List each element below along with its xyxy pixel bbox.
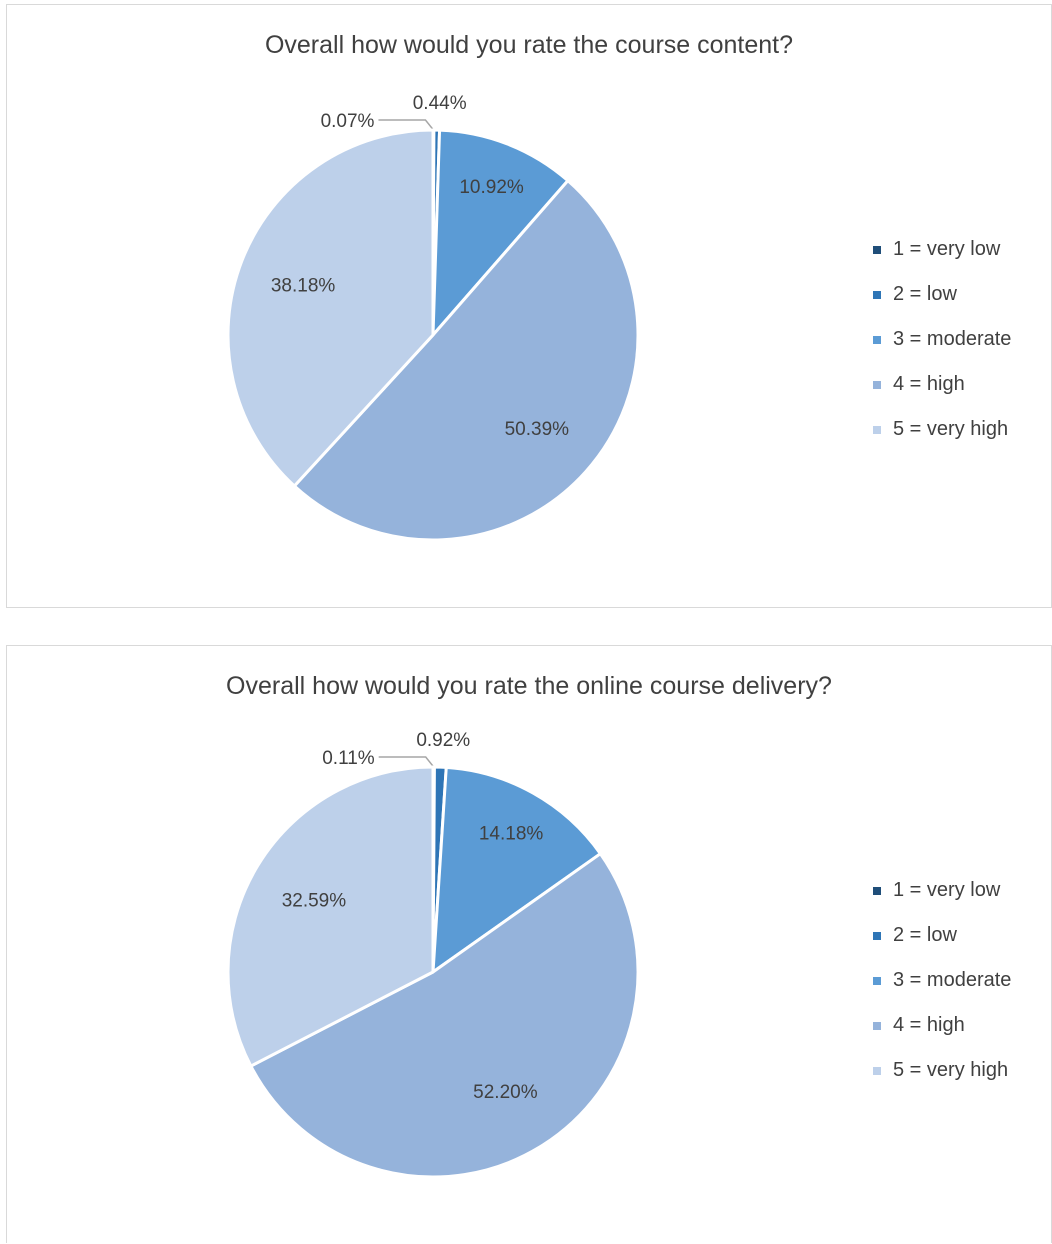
legend-label: 5 = very high [893, 418, 1009, 440]
legend-swatch [873, 1021, 881, 1030]
label-moderate: 14.18% [479, 823, 544, 844]
label-very-high: 38.18% [271, 275, 336, 296]
legend-item-high: 4 = high [873, 1003, 1011, 1048]
legend-label: 1 = very low [893, 238, 1001, 260]
legend-item-high: 4 = high [873, 362, 1011, 407]
slice-very-high [226, 765, 435, 1068]
slice-very-high [226, 128, 435, 488]
leader-line [378, 756, 435, 768]
label-low: 0.44% [413, 93, 467, 114]
legend-item-low: 2 = low [873, 272, 1011, 317]
legend-item-very-high: 5 = very high [873, 407, 1011, 452]
legend: 1 = very low 2 = low 3 = moderate 4 = hi… [873, 227, 1011, 452]
legend-item-low: 2 = low [873, 913, 1011, 958]
pie-chart-online-delivery: 0.11% 0.92% 14.18% 52.20% 32.59% [226, 730, 640, 1179]
legend-swatch [873, 976, 881, 985]
label-very-low: 0.11% [322, 748, 375, 769]
label-moderate: 10.92% [459, 177, 524, 198]
label-high: 52.20% [473, 1082, 538, 1103]
legend-label: 1 = very low [893, 879, 1001, 901]
chart-title: Overall how would you rate the course co… [264, 31, 794, 59]
chart-online-delivery: Overall how would you rate the online co… [6, 645, 1052, 1243]
legend-label: 2 = low [893, 924, 957, 946]
slice-moderate [431, 128, 570, 337]
slice-high [292, 179, 640, 542]
legend-swatch [873, 245, 881, 254]
chart-course-content: Overall how would you rate the course co… [6, 4, 1052, 608]
legend-label: 2 = low [893, 283, 957, 305]
legend-label: 3 = moderate [893, 969, 1012, 991]
legend-swatch [873, 380, 881, 389]
label-very-low: 0.07% [321, 111, 375, 132]
pie-chart-course-content: 0.07% 0.44% 10.92% 50.39% 38.18% [226, 93, 640, 542]
legend-swatch [873, 335, 881, 344]
label-low: 0.92% [416, 730, 470, 751]
legend-swatch [873, 425, 881, 434]
legend-item-very-low: 1 = very low [873, 227, 1011, 272]
chart-title: Overall how would you rate the online co… [226, 672, 832, 700]
label-high: 50.39% [505, 419, 570, 440]
legend-item-very-high: 5 = very high [873, 1048, 1011, 1093]
legend-label: 3 = moderate [893, 328, 1012, 350]
leader-line [378, 119, 435, 131]
legend-swatch [873, 1066, 881, 1075]
legend: 1 = very low 2 = low 3 = moderate 4 = hi… [873, 868, 1011, 1093]
legend-swatch [873, 886, 881, 895]
legend-item-moderate: 3 = moderate [873, 317, 1011, 362]
legend-item-moderate: 3 = moderate [873, 958, 1011, 1003]
legend-label: 5 = very high [893, 1059, 1009, 1081]
legend-label: 4 = high [893, 373, 965, 395]
legend-item-very-low: 1 = very low [873, 868, 1011, 913]
legend-swatch [873, 931, 881, 940]
slice-moderate [431, 765, 602, 974]
legend-label: 4 = high [893, 1014, 965, 1036]
slice-high [249, 852, 640, 1179]
label-very-high: 32.59% [282, 891, 347, 912]
legend-swatch [873, 290, 881, 299]
